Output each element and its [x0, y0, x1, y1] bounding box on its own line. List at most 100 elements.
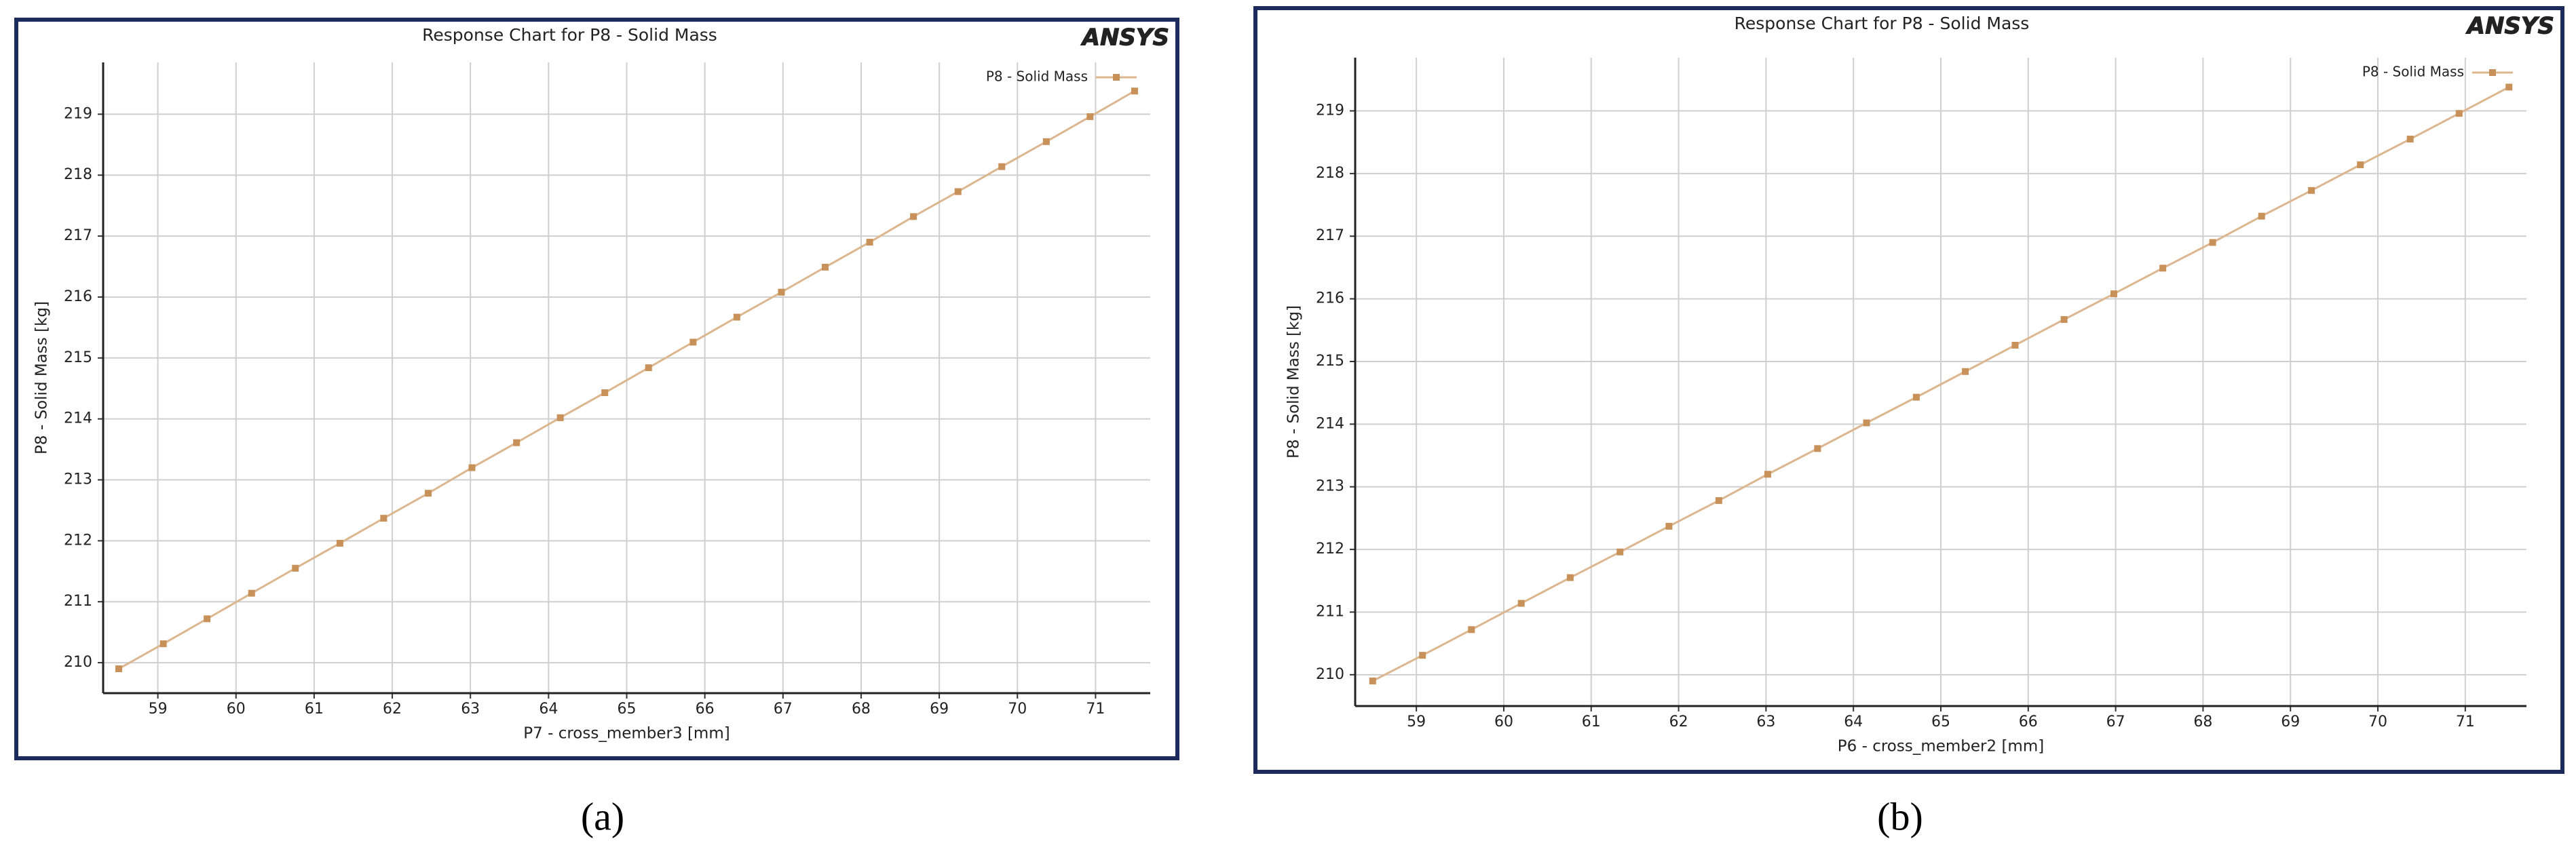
- legend-label: P8 - Solid Mass: [2362, 64, 2464, 80]
- point: [1715, 497, 1722, 505]
- point: [778, 288, 785, 296]
- x-tick-label: 60: [1494, 714, 1513, 730]
- y-tick-label: 210: [1316, 666, 1344, 683]
- y-tick-label: 211: [64, 593, 92, 610]
- x-tick-label: 64: [539, 701, 558, 718]
- chart: Response Chart for P8 - Solid Mass ANSYS 5…: [1253, 6, 2564, 838]
- point: [1863, 419, 1870, 427]
- point: [689, 338, 697, 346]
- series-line: [118, 90, 1135, 670]
- point: [2455, 110, 2463, 117]
- x-tick-label: 61: [305, 701, 324, 718]
- x-tick-label: 67: [2106, 714, 2125, 730]
- y-tick-label: 219: [1316, 102, 1344, 119]
- chart-title: Response Chart for P8 - Solid Mass: [422, 25, 717, 45]
- logo: ANSYS: [2465, 13, 2554, 40]
- y-tick-label: 216: [64, 288, 92, 305]
- point: [115, 665, 123, 673]
- chart: Response Chart for P8 - Solid Mass ANSYS 5…: [14, 18, 1179, 838]
- y-tick-label: 213: [1316, 478, 1344, 495]
- point: [2159, 265, 2167, 272]
- point: [468, 464, 476, 471]
- point: [425, 490, 432, 497]
- point: [1814, 445, 1821, 452]
- point: [2209, 239, 2216, 246]
- x-tick-label: 64: [1844, 714, 1863, 730]
- x-tick-label: 59: [1407, 714, 1426, 730]
- x-tick-label: 71: [1086, 701, 1105, 718]
- caption: (a): [581, 794, 624, 838]
- chart-title: Response Chart for P8 - Solid Mass: [1735, 14, 2030, 33]
- point: [248, 589, 255, 597]
- point: [1616, 548, 1624, 555]
- legend-marker: [2489, 69, 2496, 76]
- point: [645, 364, 652, 372]
- point: [1419, 652, 1426, 659]
- series-line: [1372, 86, 2509, 682]
- x-tick-label: 61: [1582, 714, 1601, 730]
- point: [2258, 212, 2265, 220]
- x-tick-label: 68: [2193, 714, 2212, 730]
- legend-label: P8 - Solid Mass: [986, 69, 1088, 85]
- y-tick-label: 219: [64, 105, 92, 122]
- point: [866, 239, 873, 246]
- y-axis-label: P8 - Solid Mass [kg]: [1285, 305, 1303, 458]
- legend-marker: [1113, 74, 1120, 81]
- x-tick-label: 66: [696, 701, 715, 718]
- point: [2308, 187, 2315, 194]
- y-tick-label: 212: [1316, 541, 1344, 558]
- y-tick-label: 213: [64, 471, 92, 488]
- y-tick-label: 218: [1316, 165, 1344, 182]
- point: [513, 439, 520, 446]
- point: [336, 539, 343, 547]
- point: [1665, 522, 1673, 530]
- x-tick-label: 60: [227, 701, 246, 718]
- point: [1042, 138, 1050, 145]
- y-tick-label: 214: [64, 410, 92, 427]
- point: [601, 389, 609, 397]
- point: [2505, 83, 2513, 91]
- point: [2406, 136, 2414, 143]
- point: [1962, 368, 1969, 375]
- point: [1912, 393, 1920, 401]
- point: [1468, 626, 1475, 633]
- point: [204, 615, 211, 623]
- logo: ANSYS: [1080, 24, 1169, 52]
- x-tick-label: 67: [774, 701, 793, 718]
- point: [2060, 316, 2068, 324]
- point: [1369, 678, 1376, 685]
- point: [954, 188, 962, 195]
- x-tick-label: 69: [930, 701, 949, 718]
- x-tick-label: 63: [461, 701, 480, 718]
- point: [380, 515, 387, 522]
- x-tick-label: 69: [2281, 714, 2300, 730]
- point: [159, 640, 167, 648]
- y-tick-label: 215: [1316, 353, 1344, 370]
- point: [2011, 341, 2019, 349]
- x-tick-label: 63: [1756, 714, 1775, 730]
- x-tick-label: 66: [2019, 714, 2038, 730]
- y-tick-label: 212: [64, 532, 92, 549]
- point: [292, 564, 299, 572]
- point: [821, 263, 829, 271]
- point: [2357, 161, 2364, 168]
- y-tick-label: 218: [64, 166, 92, 183]
- y-tick-label: 210: [64, 654, 92, 671]
- y-tick-label: 211: [1316, 603, 1344, 620]
- point: [2110, 290, 2118, 298]
- point: [1086, 113, 1094, 120]
- x-tick-label: 70: [2368, 714, 2387, 730]
- x-tick-label: 70: [1008, 701, 1027, 718]
- point: [733, 313, 740, 321]
- x-axis-label: P7 - cross_member3 [mm]: [523, 725, 730, 743]
- x-axis-label: P6 - cross_member2 [mm]: [1838, 738, 2044, 756]
- x-tick-label: 62: [1669, 714, 1688, 730]
- x-tick-label: 59: [149, 701, 168, 718]
- y-axis-label: P8 - Solid Mass [kg]: [33, 301, 51, 454]
- caption: (b): [1877, 794, 1923, 838]
- point: [556, 414, 564, 421]
- y-tick-label: 217: [1316, 227, 1344, 244]
- x-tick-label: 68: [852, 701, 871, 718]
